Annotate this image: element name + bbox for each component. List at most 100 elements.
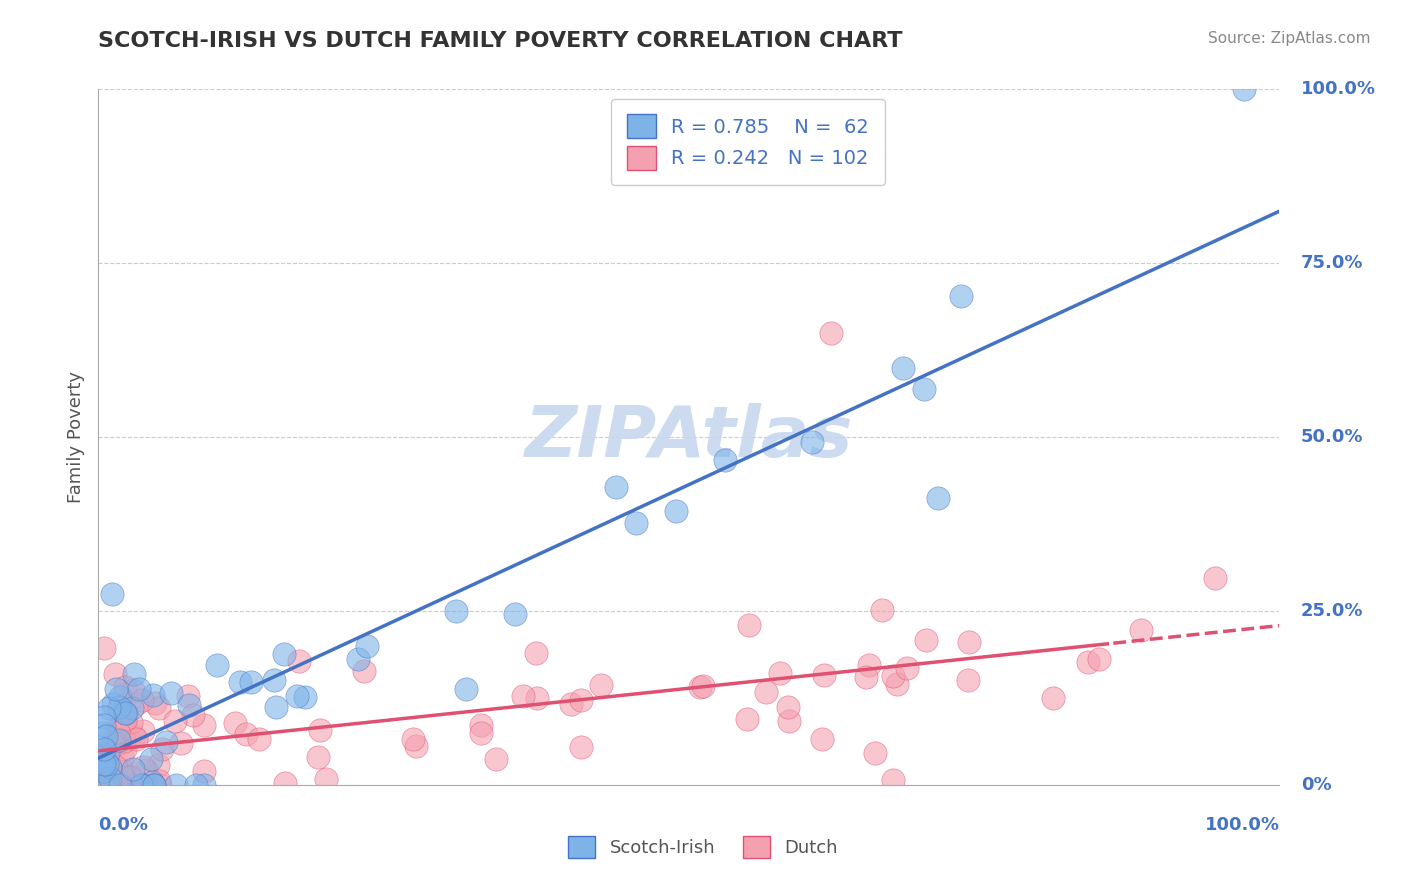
Y-axis label: Family Poverty: Family Poverty xyxy=(66,371,84,503)
Point xyxy=(101,697,124,711)
Point xyxy=(912,382,935,396)
Point xyxy=(121,700,143,714)
Point xyxy=(114,680,136,694)
Point xyxy=(115,706,138,721)
Point xyxy=(183,708,205,723)
Point xyxy=(112,704,135,718)
Point xyxy=(800,435,823,450)
Point xyxy=(149,778,172,792)
Point xyxy=(143,696,166,710)
Point xyxy=(101,735,124,749)
Point xyxy=(692,679,714,693)
Point xyxy=(309,723,332,738)
Point xyxy=(143,778,166,792)
Point xyxy=(179,698,201,712)
Point xyxy=(524,646,547,660)
Point xyxy=(356,639,378,653)
Point xyxy=(122,778,145,792)
Point xyxy=(100,772,122,786)
Point xyxy=(114,714,136,728)
Point xyxy=(626,516,648,530)
Point xyxy=(93,726,115,740)
Point xyxy=(163,714,186,729)
Point xyxy=(93,778,115,792)
Point xyxy=(160,686,183,700)
Point xyxy=(870,602,893,616)
Point xyxy=(98,760,121,774)
Point xyxy=(122,683,145,698)
Point xyxy=(1087,652,1109,666)
Point xyxy=(108,690,131,704)
Legend: R = 0.785    N =  62, R = 0.242   N = 102: R = 0.785 N = 62, R = 0.242 N = 102 xyxy=(612,99,884,186)
Point xyxy=(778,714,800,729)
Point xyxy=(205,657,228,672)
Point xyxy=(294,690,316,704)
Point xyxy=(287,653,309,667)
Point xyxy=(105,759,128,773)
Point xyxy=(949,288,972,302)
Point xyxy=(664,504,686,518)
Point xyxy=(287,690,309,704)
Point xyxy=(120,770,142,784)
Point xyxy=(103,778,125,792)
Point xyxy=(118,731,141,745)
Point xyxy=(93,761,115,775)
Point xyxy=(165,778,187,792)
Point xyxy=(148,757,170,772)
Point xyxy=(247,732,270,747)
Point xyxy=(503,607,526,621)
Point xyxy=(148,774,170,789)
Point xyxy=(111,764,134,778)
Point xyxy=(132,760,155,774)
Point xyxy=(263,673,285,688)
Point xyxy=(97,746,120,760)
Point xyxy=(93,778,115,792)
Point xyxy=(93,764,115,779)
Point xyxy=(738,617,761,632)
Point xyxy=(131,778,153,792)
Point xyxy=(560,697,582,711)
Point xyxy=(855,670,877,684)
Point xyxy=(94,729,117,743)
Point xyxy=(111,748,134,763)
Point xyxy=(128,681,150,696)
Point xyxy=(112,734,135,748)
Point xyxy=(97,741,120,756)
Text: 75.0%: 75.0% xyxy=(1301,254,1364,272)
Point xyxy=(131,692,153,706)
Point xyxy=(118,770,141,784)
Point xyxy=(229,675,252,690)
Point xyxy=(93,757,115,772)
Point xyxy=(98,701,121,715)
Point xyxy=(105,681,128,696)
Point xyxy=(353,665,375,679)
Point xyxy=(104,666,127,681)
Text: Source: ZipAtlas.com: Source: ZipAtlas.com xyxy=(1208,31,1371,46)
Point xyxy=(122,729,145,743)
Point xyxy=(235,727,257,741)
Point xyxy=(863,746,886,760)
Point xyxy=(444,604,467,618)
Point xyxy=(124,732,146,747)
Point xyxy=(1129,623,1152,637)
Point xyxy=(107,733,129,747)
Point xyxy=(107,724,129,739)
Point xyxy=(108,778,131,792)
Text: 50.0%: 50.0% xyxy=(1301,428,1364,446)
Text: 0.0%: 0.0% xyxy=(98,816,149,834)
Point xyxy=(155,735,177,749)
Point xyxy=(1204,571,1226,585)
Text: 0%: 0% xyxy=(1301,776,1331,794)
Point xyxy=(134,778,156,792)
Point xyxy=(470,726,492,740)
Point xyxy=(142,778,165,792)
Point xyxy=(882,772,904,787)
Point xyxy=(769,665,792,680)
Point xyxy=(956,673,979,687)
Point xyxy=(512,689,534,703)
Point xyxy=(96,756,118,771)
Point xyxy=(108,778,131,792)
Point xyxy=(896,660,918,674)
Point xyxy=(886,677,908,691)
Point xyxy=(957,634,980,648)
